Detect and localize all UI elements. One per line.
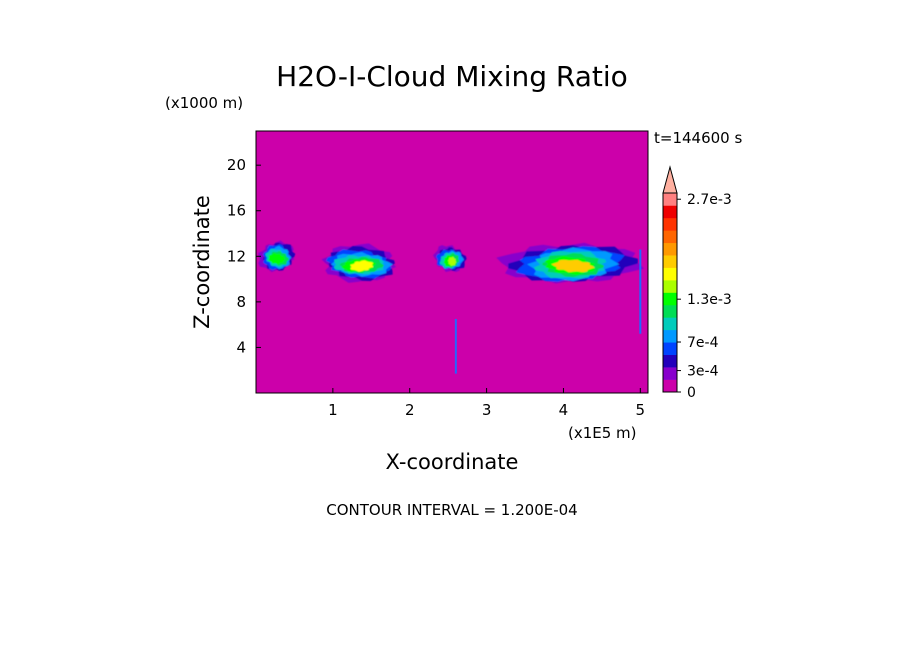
colorbar-tick-label: 0 xyxy=(687,385,696,401)
cloud-contour xyxy=(350,260,374,272)
colorbar-segment xyxy=(663,217,677,231)
y-tick-label: 20 xyxy=(227,156,246,174)
colorbar: 0 3e-4 7e-4 1.3e-3 2.7e-3 xyxy=(662,165,732,401)
y-unit-label: (x1000 m) xyxy=(165,94,243,112)
colorbar-segment xyxy=(663,329,677,343)
cloud-region xyxy=(496,242,644,284)
y-axis: 4 8 12 16 20 xyxy=(227,156,261,356)
contour-interval-label: CONTOUR INTERVAL = 1.200E-04 xyxy=(326,501,577,519)
y-tick-label: 12 xyxy=(227,247,246,265)
colorbar-tick-label: 2.7e-3 xyxy=(687,192,732,208)
colorbar-tick-label: 7e-4 xyxy=(687,335,719,351)
time-label: t=144600 s xyxy=(654,129,742,147)
x-tick-label: 5 xyxy=(636,401,646,419)
x-unit-label: (x1E5 m) xyxy=(568,424,637,442)
colorbar-segment xyxy=(663,205,677,219)
y-tick-label: 16 xyxy=(227,202,246,220)
x-tick-label: 1 xyxy=(328,401,338,419)
colorbar-segment xyxy=(663,342,677,355)
colorbar-segment xyxy=(663,242,677,256)
x-tick-label: 3 xyxy=(482,401,492,419)
y-tick-label: 8 xyxy=(236,293,246,311)
colorbar-tick-label: 3e-4 xyxy=(687,364,719,380)
plot-frame xyxy=(255,130,649,394)
cloud-contour xyxy=(447,256,457,266)
cloud-region xyxy=(433,245,467,272)
colorbar-segment xyxy=(663,304,677,318)
colorbar-segment xyxy=(663,317,677,331)
colorbar-segment xyxy=(663,367,677,380)
cloud-field xyxy=(258,240,644,374)
colorbar-segment xyxy=(663,379,677,393)
x-axis-label: X-coordinate xyxy=(386,450,519,474)
x-axis: 1 2 3 4 5 xyxy=(328,388,645,419)
colorbar-segment xyxy=(663,354,677,368)
colorbar-extend-arrow xyxy=(662,165,678,194)
y-tick-label: 4 xyxy=(236,338,246,356)
colorbar-segment xyxy=(663,255,677,268)
cloud-region xyxy=(321,243,397,283)
colorbar-segment xyxy=(663,292,677,306)
colorbar-segment xyxy=(663,230,677,244)
colorbar-tick-label: 1.3e-3 xyxy=(687,292,732,308)
y-axis-label: Z-coordinate xyxy=(190,195,214,329)
cloud-region xyxy=(258,240,296,273)
chart-title: H2O-I-Cloud Mixing Ratio xyxy=(276,60,628,93)
colorbar-segment xyxy=(663,280,677,293)
x-tick-label: 4 xyxy=(559,401,569,419)
x-tick-label: 2 xyxy=(405,401,415,419)
cloud-contour xyxy=(273,254,286,264)
colorbar-segment xyxy=(663,193,677,206)
cloud-contour xyxy=(551,259,595,273)
colorbar-segment xyxy=(663,267,677,281)
